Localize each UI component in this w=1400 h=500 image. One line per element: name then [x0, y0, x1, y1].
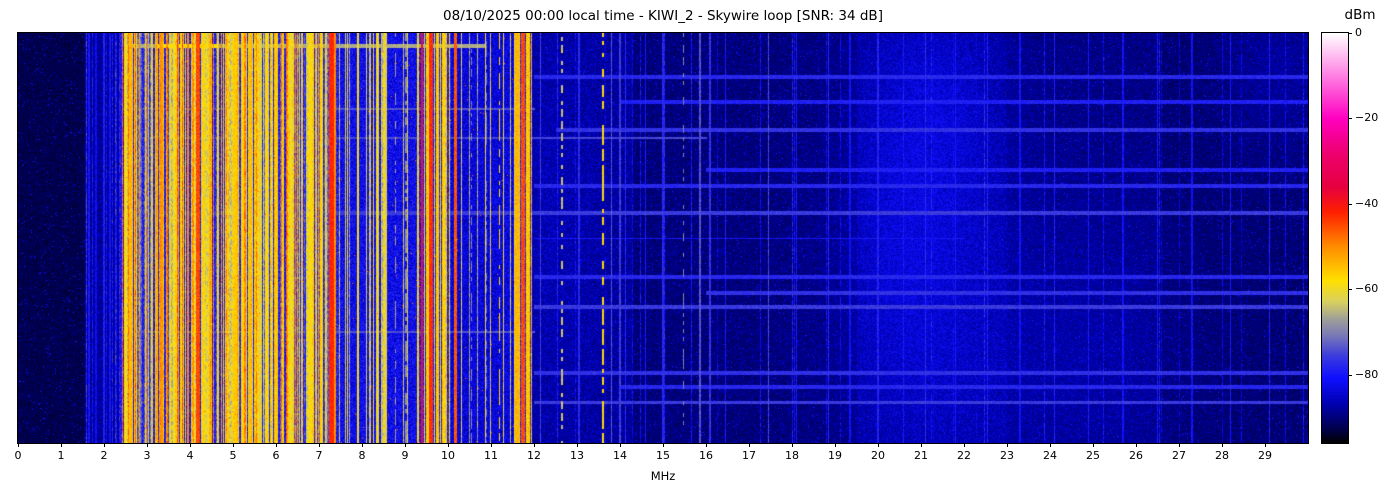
- x-tick-mark: [964, 443, 965, 447]
- x-tick-label: 15: [656, 449, 670, 462]
- x-tick-mark: [491, 443, 492, 447]
- x-tick-mark: [921, 443, 922, 447]
- spectrogram-canvas: [18, 33, 1308, 443]
- x-tick-label: 17: [742, 449, 756, 462]
- x-tick-label: 25: [1086, 449, 1100, 462]
- colorbar-tick-label: −40: [1355, 197, 1379, 210]
- x-tick-label: 23: [1000, 449, 1014, 462]
- x-tick-label: 28: [1215, 449, 1229, 462]
- spectrogram-plot: [17, 32, 1309, 444]
- x-tick-mark: [147, 443, 148, 447]
- x-tick-mark: [1179, 443, 1180, 447]
- colorbar: [1321, 32, 1349, 444]
- colorbar-tick-label: −60: [1355, 282, 1379, 295]
- x-tick-label: 1: [57, 449, 65, 462]
- x-tick-label: 2: [100, 449, 108, 462]
- x-tick-mark: [835, 443, 836, 447]
- x-tick-mark: [1007, 443, 1008, 447]
- x-tick-label: 4: [186, 449, 194, 462]
- x-tick-label: 11: [484, 449, 498, 462]
- x-tick-mark: [1265, 443, 1266, 447]
- x-tick-mark: [104, 443, 105, 447]
- x-tick-mark: [792, 443, 793, 447]
- x-tick-mark: [1093, 443, 1094, 447]
- chart-title: 08/10/2025 00:00 local time - KIWI_2 - S…: [443, 8, 883, 24]
- x-tick-mark: [1050, 443, 1051, 447]
- x-tick-label: 10: [441, 449, 455, 462]
- colorbar-tick-mark: [1348, 204, 1352, 205]
- x-tick-label: 9: [401, 449, 409, 462]
- x-tick-label: 29: [1258, 449, 1272, 462]
- x-tick-mark: [18, 443, 19, 447]
- x-tick-label: 27: [1172, 449, 1186, 462]
- colorbar-tick-mark: [1348, 118, 1352, 119]
- x-axis-label: MHz: [650, 469, 676, 483]
- colorbar-tick-label: −80: [1355, 368, 1379, 381]
- colorbar-tick-label: 0: [1355, 26, 1362, 39]
- x-tick-label: 3: [143, 449, 151, 462]
- x-tick-label: 19: [828, 449, 842, 462]
- x-tick-label: 26: [1129, 449, 1143, 462]
- colorbar-tick-label: −20: [1355, 111, 1379, 124]
- x-tick-label: 18: [785, 449, 799, 462]
- x-tick-mark: [749, 443, 750, 447]
- x-tick-mark: [276, 443, 277, 447]
- colorbar-tick-mark: [1348, 33, 1352, 34]
- x-tick-label: 5: [229, 449, 237, 462]
- x-tick-mark: [663, 443, 664, 447]
- x-tick-label: 6: [272, 449, 280, 462]
- x-tick-label: 7: [315, 449, 323, 462]
- colorbar-tick-mark: [1348, 289, 1352, 290]
- x-tick-label: 8: [358, 449, 366, 462]
- x-tick-mark: [706, 443, 707, 447]
- x-tick-label: 20: [871, 449, 885, 462]
- x-tick-mark: [362, 443, 363, 447]
- x-tick-label: 22: [957, 449, 971, 462]
- x-tick-mark: [190, 443, 191, 447]
- x-tick-mark: [534, 443, 535, 447]
- x-tick-mark: [1136, 443, 1137, 447]
- x-tick-label: 24: [1043, 449, 1057, 462]
- x-tick-mark: [61, 443, 62, 447]
- x-tick-label: 12: [527, 449, 541, 462]
- x-tick-label: 16: [699, 449, 713, 462]
- x-tick-mark: [233, 443, 234, 447]
- x-tick-label: 21: [914, 449, 928, 462]
- colorbar-gradient: [1322, 33, 1348, 443]
- x-tick-mark: [405, 443, 406, 447]
- colorbar-label: dBm: [1344, 7, 1376, 23]
- x-tick-mark: [577, 443, 578, 447]
- x-tick-mark: [319, 443, 320, 447]
- colorbar-tick-mark: [1348, 375, 1352, 376]
- x-tick-mark: [448, 443, 449, 447]
- x-tick-mark: [1222, 443, 1223, 447]
- x-tick-label: 0: [14, 449, 22, 462]
- x-tick-mark: [878, 443, 879, 447]
- x-tick-label: 13: [570, 449, 584, 462]
- x-tick-label: 14: [613, 449, 627, 462]
- x-tick-mark: [620, 443, 621, 447]
